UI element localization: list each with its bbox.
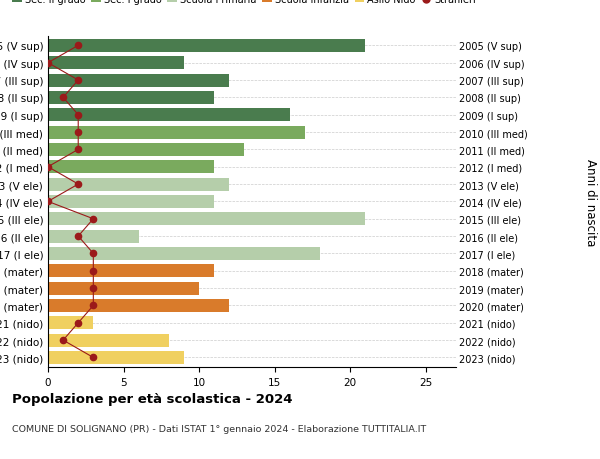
Bar — [48, 178, 229, 191]
Bar — [48, 40, 365, 53]
Bar — [48, 92, 214, 105]
Text: Anni di nascita: Anni di nascita — [584, 158, 597, 246]
Bar — [48, 109, 290, 122]
Bar — [48, 299, 229, 312]
Bar — [48, 161, 214, 174]
Bar — [48, 74, 229, 87]
Bar — [48, 196, 214, 208]
Text: COMUNE DI SOLIGNANO (PR) - Dati ISTAT 1° gennaio 2024 - Elaborazione TUTTITALIA.: COMUNE DI SOLIGNANO (PR) - Dati ISTAT 1°… — [12, 425, 426, 434]
Bar — [48, 57, 184, 70]
Legend: Sec. II grado, Sec. I grado, Scuola Primaria, Scuola Infanzia, Asilo Nido, Stran: Sec. II grado, Sec. I grado, Scuola Prim… — [12, 0, 476, 6]
Bar — [48, 282, 199, 295]
Bar — [48, 144, 244, 157]
Bar — [48, 213, 365, 226]
Bar — [48, 230, 139, 243]
Bar — [48, 126, 305, 139]
Bar — [48, 334, 169, 347]
Text: Popolazione per età scolastica - 2024: Popolazione per età scolastica - 2024 — [12, 392, 293, 405]
Bar — [48, 317, 94, 330]
Bar — [48, 265, 214, 278]
Bar — [48, 247, 320, 260]
Bar — [48, 351, 184, 364]
